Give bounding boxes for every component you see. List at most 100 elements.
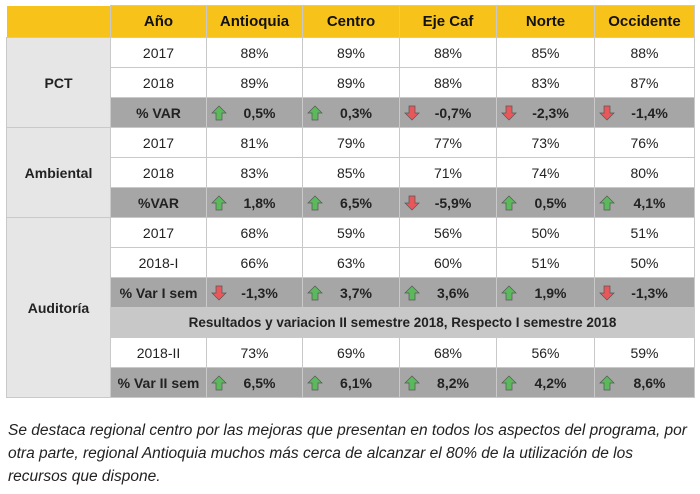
arrow-down-icon	[501, 105, 517, 121]
table-row: PCT 2017 88% 89% 88% 85% 88%	[6, 37, 695, 128]
value-cell: 89%	[206, 67, 303, 98]
variation-cell: 8,6%	[594, 367, 695, 398]
note-row: Resultados y variacion II semestre 2018,…	[7, 307, 695, 338]
variation-value: 0,5%	[534, 194, 567, 211]
value-cell: 81%	[206, 127, 303, 158]
variation-cell: 0,5%	[496, 187, 595, 218]
group-label-ambiental: Ambiental	[6, 127, 111, 218]
region-header: Centro	[302, 5, 400, 38]
region-header: Occidente	[594, 5, 695, 38]
arrow-up-icon	[501, 195, 517, 211]
variation-value: -2,3%	[532, 104, 569, 121]
variation-row: %VAR 1,8% 6,5% -5,9% 0,5% 4,1%	[7, 187, 695, 218]
row-label: % Var I sem	[110, 277, 207, 308]
value-cell: 85%	[302, 157, 400, 188]
value-cell: 50%	[496, 217, 595, 248]
row-label: 2018	[110, 67, 207, 98]
variation-cell: 3,6%	[399, 277, 497, 308]
value-cell: 85%	[496, 37, 595, 68]
group-label-auditoria: Auditoría	[6, 217, 111, 398]
table-row: 2018-II 73% 69% 68% 56% 59%	[7, 337, 695, 368]
row-label: 2017	[110, 127, 207, 158]
variation-cell: 1,8%	[206, 187, 303, 218]
value-cell: 88%	[206, 37, 303, 68]
variation-cell: -0,7%	[399, 97, 497, 128]
value-cell: 79%	[302, 127, 400, 158]
variation-row: % Var I sem -1,3% 3,7% 3,6% 1,9% -1,3%	[7, 277, 695, 308]
region-header: Eje Caf	[399, 5, 497, 38]
value-cell: 68%	[206, 217, 303, 248]
value-cell: 69%	[302, 337, 400, 368]
arrow-down-icon	[599, 285, 615, 301]
variation-value: 6,5%	[243, 374, 276, 391]
variation-cell: 6,1%	[302, 367, 400, 398]
value-cell: 68%	[399, 337, 497, 368]
arrow-down-icon	[404, 105, 420, 121]
value-cell: 89%	[302, 67, 400, 98]
value-cell: 51%	[496, 247, 595, 278]
row-label: 2017	[110, 37, 207, 68]
variation-value: -0,7%	[434, 104, 472, 121]
arrow-up-icon	[599, 375, 615, 391]
variation-value: 8,2%	[437, 374, 469, 391]
variation-cell: -5,9%	[399, 187, 497, 218]
arrow-up-icon	[404, 375, 420, 391]
caption-text: Se destaca regional centro por las mejor…	[8, 422, 687, 485]
region-header: Norte	[496, 5, 595, 38]
arrow-down-icon	[599, 105, 615, 121]
value-cell: 59%	[594, 337, 695, 368]
value-cell: 71%	[399, 157, 497, 188]
variation-cell: -1,3%	[594, 277, 695, 308]
row-label: 2018	[110, 157, 207, 188]
value-cell: 51%	[594, 217, 695, 248]
arrow-up-icon	[307, 375, 323, 391]
region-header: Antioquia	[206, 5, 303, 38]
value-cell: 73%	[496, 127, 595, 158]
variation-cell: 4,2%	[496, 367, 595, 398]
arrow-up-icon	[501, 375, 517, 391]
row-label: % VAR	[110, 97, 207, 128]
value-cell: 56%	[399, 217, 497, 248]
variation-value: 3,6%	[437, 284, 469, 301]
variation-cell: 3,7%	[302, 277, 400, 308]
arrow-down-icon	[211, 285, 227, 301]
value-cell: 89%	[302, 37, 400, 68]
variation-cell: 4,1%	[594, 187, 695, 218]
value-cell: 73%	[206, 337, 303, 368]
row-label: % Var II sem	[110, 367, 207, 398]
table-row: Auditoría 2017 68% 59% 56% 50% 51%	[6, 217, 695, 398]
variation-cell: -1,4%	[594, 97, 695, 128]
value-cell: 66%	[206, 247, 303, 278]
variation-value: -5,9%	[434, 194, 472, 211]
header-row: Año Antioquia Centro Eje Caf Norte Occid…	[6, 5, 695, 38]
variation-cell: 0,5%	[206, 97, 303, 128]
value-cell: 83%	[496, 67, 595, 98]
group-label-pct: PCT	[6, 37, 111, 128]
arrow-up-icon	[211, 105, 227, 121]
variation-row: % Var II sem 6,5% 6,1% 8,2% 4,2% 8,6%	[7, 367, 695, 398]
variation-value: 1,8%	[243, 194, 276, 211]
variation-cell: -2,3%	[496, 97, 595, 128]
value-cell: 56%	[496, 337, 595, 368]
arrow-up-icon	[211, 195, 227, 211]
value-cell: 63%	[302, 247, 400, 278]
arrow-up-icon	[599, 195, 615, 211]
note-text: Resultados y variacion II semestre 2018,…	[110, 307, 695, 338]
table-row: Ambiental 2017 81% 79% 77% 73% 76%	[6, 127, 695, 218]
variation-value: 8,6%	[633, 374, 666, 391]
variation-value: 4,1%	[633, 194, 666, 211]
row-label: %VAR	[110, 187, 207, 218]
value-cell: 50%	[594, 247, 695, 278]
arrow-up-icon	[404, 285, 420, 301]
value-cell: 88%	[399, 67, 497, 98]
value-cell: 60%	[399, 247, 497, 278]
arrow-down-icon	[404, 195, 420, 211]
year-header: Año	[110, 5, 207, 38]
variation-value: 6,1%	[340, 374, 372, 391]
variation-value: 3,7%	[340, 284, 372, 301]
variation-value: -1,4%	[631, 104, 668, 121]
row-label: 2017	[110, 217, 207, 248]
value-cell: 76%	[594, 127, 695, 158]
variation-cell: -1,3%	[206, 277, 303, 308]
value-cell: 87%	[594, 67, 695, 98]
